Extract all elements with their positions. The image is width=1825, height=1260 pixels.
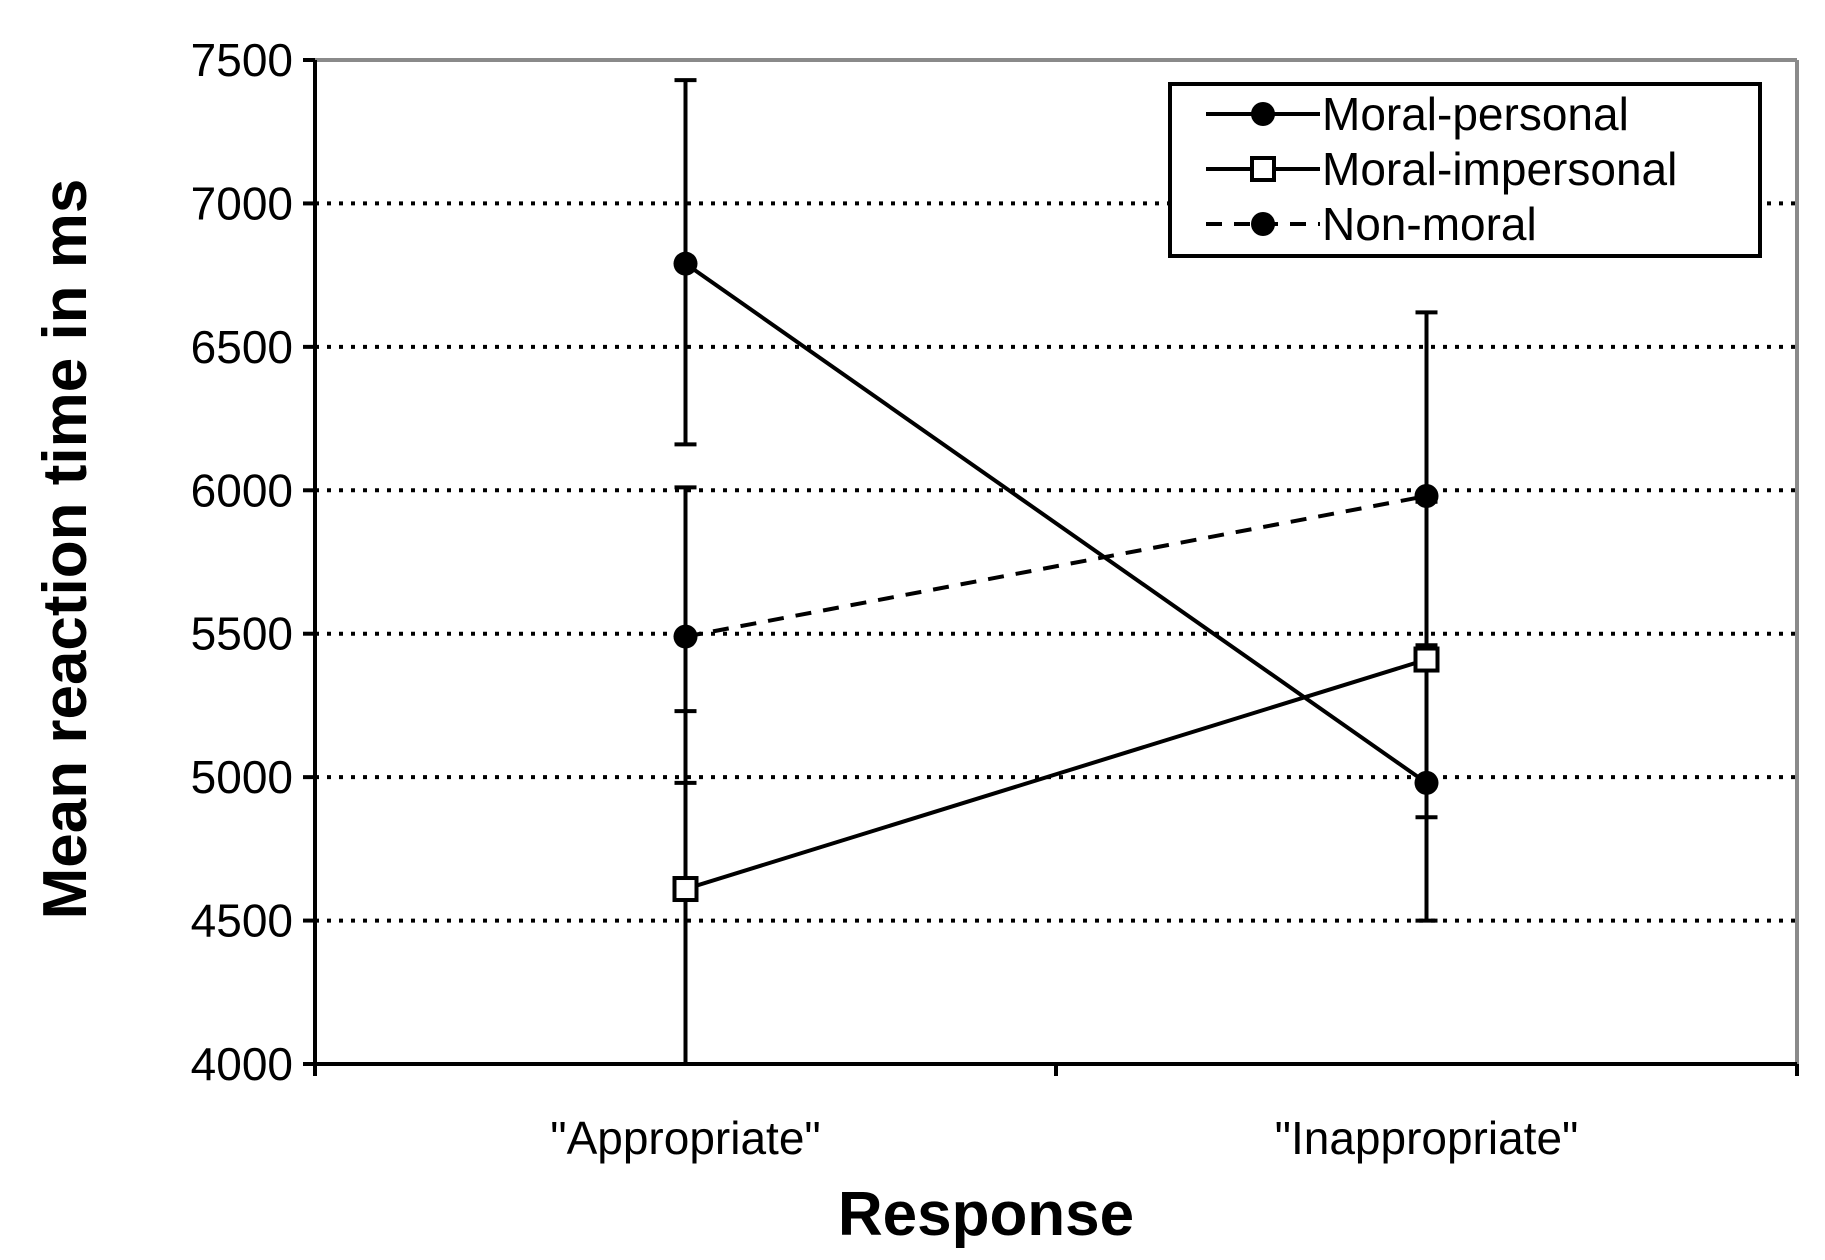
- y-tick-label: 6000: [191, 464, 293, 516]
- data-point: [1414, 770, 1439, 795]
- y-tick-label: 7500: [191, 34, 293, 86]
- series-line: [685, 494, 1427, 639]
- legend-label: Moral-impersonal: [1322, 143, 1677, 195]
- y-tick-label: 5500: [191, 608, 293, 660]
- legend-label: Moral-personal: [1322, 88, 1629, 140]
- x-axis-title: Response: [838, 1180, 1134, 1249]
- data-point: [1414, 484, 1439, 509]
- data-point: [1413, 646, 1440, 673]
- x-tick-label: "Inappropriate": [1275, 1112, 1579, 1164]
- data-point: [672, 876, 699, 903]
- gridlines: [315, 201, 1797, 923]
- series-line: [684, 657, 1428, 891]
- y-tick-label: 5000: [191, 751, 293, 803]
- data-point: [1251, 212, 1275, 236]
- y-tick-label: 4500: [191, 895, 293, 947]
- y-axis-title: Mean reaction time in ms: [31, 179, 100, 920]
- x-tick-label: "Appropriate": [550, 1112, 820, 1164]
- y-tick-label: 4000: [191, 1038, 293, 1090]
- data-point: [673, 251, 698, 276]
- data-markers: [672, 251, 1440, 903]
- data-point: [1250, 156, 1276, 182]
- axes: [303, 58, 1799, 1076]
- data-series: [684, 262, 1428, 891]
- series-line: [684, 262, 1428, 785]
- y-tick-label: 7000: [191, 177, 293, 229]
- tick-labels: 4000 4500 5000 5500 6000 6500 7000 7500 "Appropr…: [191, 34, 1579, 1164]
- data-point: [673, 624, 698, 649]
- data-point: [1251, 102, 1275, 126]
- legend-label: Non-moral: [1322, 198, 1537, 250]
- y-tick-label: 6500: [191, 321, 293, 373]
